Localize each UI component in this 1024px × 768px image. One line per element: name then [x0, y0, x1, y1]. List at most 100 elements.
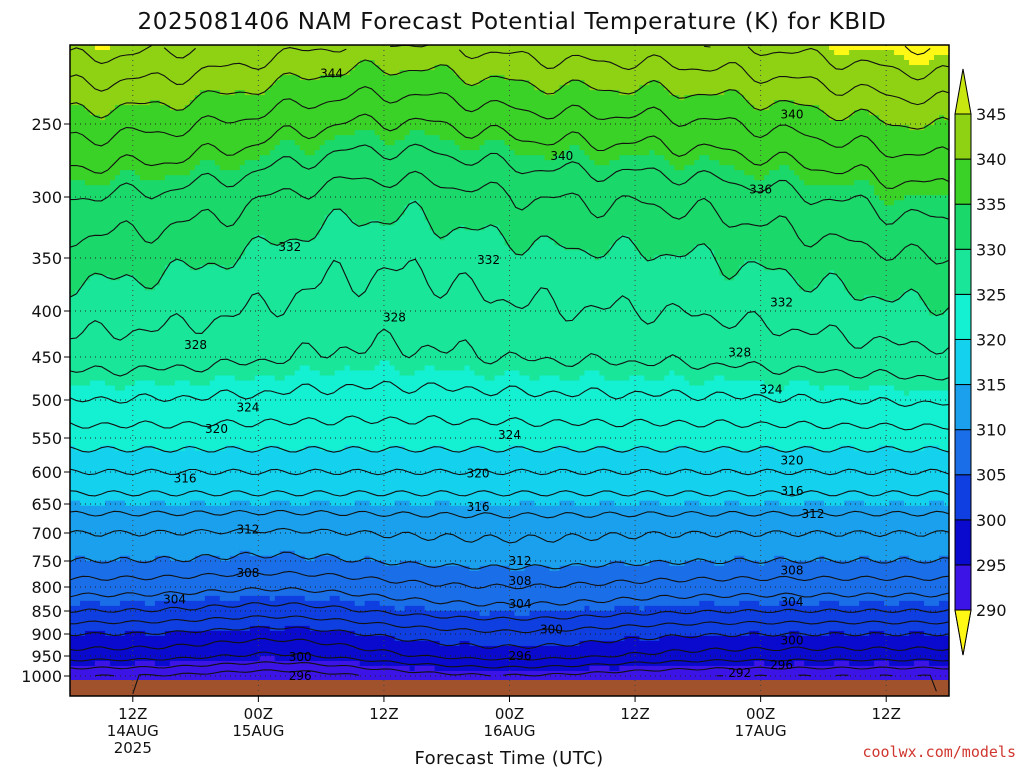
field-cell — [304, 60, 311, 66]
field-cell — [619, 175, 625, 181]
field-cell — [394, 55, 401, 61]
field-cell — [279, 115, 286, 121]
field-cell — [934, 125, 940, 131]
field-cell — [594, 175, 600, 181]
field-cell — [70, 65, 76, 71]
field-cell — [729, 95, 735, 101]
field-cell — [299, 100, 306, 106]
field-cell — [734, 60, 740, 66]
field-cell — [704, 135, 710, 141]
field-cell — [794, 135, 800, 141]
field-cell — [144, 155, 151, 161]
field-cell — [714, 135, 720, 141]
field-cell — [70, 165, 76, 171]
field-cell — [214, 100, 221, 106]
field-cell — [684, 90, 690, 96]
field-cell — [464, 60, 471, 66]
field-cell — [539, 120, 546, 126]
field-cell — [264, 165, 271, 171]
field-cell — [754, 110, 760, 116]
field-cell — [279, 45, 286, 51]
field-cell — [489, 90, 496, 96]
field-cell — [444, 160, 451, 166]
field-cell — [689, 165, 695, 171]
field-cell — [844, 65, 850, 71]
field-cell — [814, 55, 820, 61]
field-cell — [624, 95, 630, 101]
field-cell — [189, 95, 196, 101]
field-cell — [849, 115, 855, 121]
field-cell — [774, 125, 780, 131]
field-cell — [914, 170, 920, 176]
field-cell — [334, 65, 341, 71]
field-cell — [214, 50, 221, 56]
field-cell — [169, 110, 176, 116]
field-cell — [594, 65, 600, 71]
field-cell — [169, 170, 176, 176]
field-cell — [639, 105, 645, 111]
field-cell — [284, 50, 291, 56]
field-cell — [244, 155, 251, 161]
field-cell — [934, 105, 940, 111]
field-cell — [774, 100, 780, 106]
field-cell — [289, 160, 296, 166]
field-cell — [479, 165, 486, 171]
field-cell — [839, 85, 845, 91]
field-cell — [509, 180, 516, 186]
field-cell — [469, 160, 476, 166]
field-cell — [149, 125, 156, 131]
field-cell — [374, 145, 381, 151]
field-cell — [839, 75, 845, 81]
field-cell — [839, 115, 845, 121]
field-cell — [404, 60, 411, 66]
field-cell — [904, 140, 910, 146]
field-cell — [664, 95, 670, 101]
field-cell — [849, 120, 855, 126]
field-cell — [174, 115, 181, 121]
field-cell — [354, 160, 361, 166]
field-cell — [559, 55, 566, 61]
field-cell — [504, 65, 511, 71]
field-cell — [659, 50, 665, 56]
field-cell — [179, 130, 186, 136]
field-cell — [104, 165, 111, 171]
field-cell — [94, 100, 101, 106]
field-cell — [794, 70, 800, 76]
field-cell — [429, 110, 436, 116]
field-cell — [864, 95, 870, 101]
field-cell — [449, 45, 456, 51]
field-cell — [739, 60, 745, 66]
field-cell — [174, 75, 181, 81]
field-cell — [149, 145, 156, 151]
field-cell — [834, 100, 840, 106]
field-cell — [144, 120, 151, 126]
field-cell — [304, 90, 311, 96]
field-cell — [934, 115, 940, 121]
field-cell — [709, 140, 715, 146]
field-cell — [799, 60, 805, 66]
field-cell — [829, 175, 835, 181]
field-cell — [109, 50, 116, 56]
field-cell — [909, 80, 915, 86]
field-cell — [724, 125, 730, 131]
field-cell — [799, 50, 805, 56]
field-cell — [939, 135, 945, 141]
field-cell — [554, 145, 561, 151]
field-cell — [799, 110, 805, 116]
field-cell — [179, 110, 186, 116]
field-cell — [554, 60, 561, 66]
field-cell — [369, 165, 376, 171]
field-cell — [349, 145, 356, 151]
field-cell — [394, 110, 401, 116]
field-cell — [229, 65, 236, 71]
field-cell — [154, 185, 161, 191]
field-cell — [469, 105, 476, 111]
field-cell — [814, 100, 820, 106]
field-cell — [889, 120, 895, 126]
field-cell — [139, 50, 146, 56]
field-cell — [579, 85, 586, 91]
field-cell — [439, 95, 446, 101]
field-cell — [284, 140, 291, 146]
field-cell — [704, 175, 710, 181]
field-cell — [159, 140, 166, 146]
